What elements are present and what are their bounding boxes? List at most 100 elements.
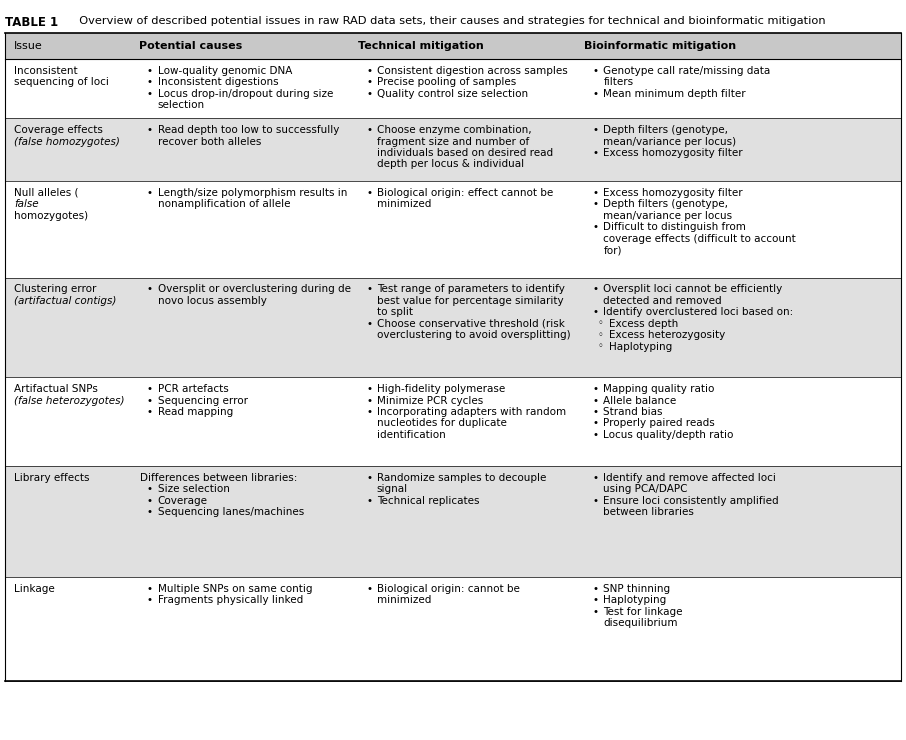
- Text: minimized: minimized: [377, 595, 431, 605]
- Text: ◦: ◦: [598, 318, 603, 329]
- Text: •: •: [593, 407, 599, 417]
- Text: Read depth too low to successfully: Read depth too low to successfully: [158, 125, 339, 135]
- Text: individuals based on desired read: individuals based on desired read: [377, 148, 553, 158]
- Text: •: •: [366, 77, 372, 87]
- Text: Consistent digestion across samples: Consistent digestion across samples: [377, 66, 568, 76]
- Bar: [5, 118, 901, 181]
- Text: Sequencing error: Sequencing error: [158, 395, 247, 406]
- Text: Test range of parameters to identify: Test range of parameters to identify: [377, 284, 564, 295]
- Text: Genotype call rate/missing data: Genotype call rate/missing data: [603, 66, 771, 76]
- Text: best value for percentage similarity: best value for percentage similarity: [377, 295, 564, 306]
- Text: •: •: [147, 584, 153, 594]
- Text: •: •: [593, 125, 599, 135]
- Text: Null alleles (: Null alleles (: [14, 188, 79, 198]
- Text: •: •: [147, 496, 153, 506]
- Text: Technical mitigation: Technical mitigation: [358, 41, 484, 51]
- Text: Clustering error: Clustering error: [14, 284, 97, 295]
- Text: Inconsistent digestions: Inconsistent digestions: [158, 77, 278, 87]
- Text: Identify overclustered loci based on:: Identify overclustered loci based on:: [603, 307, 794, 317]
- Text: •: •: [147, 508, 153, 517]
- Text: SNP thinning: SNP thinning: [603, 584, 670, 594]
- Text: •: •: [147, 407, 153, 417]
- Text: •: •: [147, 284, 153, 295]
- Text: Strand bias: Strand bias: [603, 407, 663, 417]
- Text: Difficult to distinguish from: Difficult to distinguish from: [603, 222, 747, 232]
- Text: •: •: [593, 595, 599, 605]
- Text: Sequencing lanes/machines: Sequencing lanes/machines: [158, 508, 304, 517]
- Text: •: •: [147, 484, 153, 494]
- Text: signal: signal: [377, 484, 408, 494]
- Text: •: •: [593, 188, 599, 198]
- Text: •: •: [147, 89, 153, 99]
- Bar: [5, 577, 901, 681]
- Text: Differences between libraries:: Differences between libraries:: [140, 473, 297, 483]
- Text: Biological origin: effect cannot be: Biological origin: effect cannot be: [377, 188, 554, 198]
- Text: Excess heterozygosity: Excess heterozygosity: [609, 330, 725, 340]
- Text: nucleotides for duplicate: nucleotides for duplicate: [377, 419, 506, 428]
- Text: •: •: [366, 395, 372, 406]
- Text: using PCA/DAPC: using PCA/DAPC: [603, 484, 688, 494]
- Text: •: •: [593, 199, 599, 209]
- Text: Depth filters (genotype,: Depth filters (genotype,: [603, 199, 728, 209]
- Text: Test for linkage: Test for linkage: [603, 607, 683, 617]
- Text: Mean minimum depth filter: Mean minimum depth filter: [603, 89, 746, 99]
- Text: Excess homozygosity filter: Excess homozygosity filter: [603, 188, 743, 198]
- Text: Bioinformatic mitigation: Bioinformatic mitigation: [584, 41, 737, 51]
- Text: Oversplit or overclustering during de: Oversplit or overclustering during de: [158, 284, 351, 295]
- Text: Technical replicates: Technical replicates: [377, 496, 479, 506]
- Text: Properly paired reads: Properly paired reads: [603, 419, 715, 428]
- Text: homozygotes): homozygotes): [14, 211, 89, 221]
- Text: mean/variance per locus): mean/variance per locus): [603, 136, 737, 147]
- Text: Depth filters (genotype,: Depth filters (genotype,: [603, 125, 728, 135]
- Text: Multiple SNPs on same contig: Multiple SNPs on same contig: [158, 584, 313, 594]
- Text: Library effects: Library effects: [14, 473, 90, 483]
- Text: Allele balance: Allele balance: [603, 395, 677, 406]
- Text: •: •: [593, 307, 599, 317]
- Text: (artifactual contigs): (artifactual contigs): [14, 295, 117, 306]
- Text: Coverage: Coverage: [158, 496, 207, 506]
- Bar: [5, 33, 901, 59]
- Text: ◦: ◦: [598, 341, 603, 352]
- Text: between libraries: between libraries: [603, 508, 694, 517]
- Text: Minimize PCR cycles: Minimize PCR cycles: [377, 395, 483, 406]
- Text: •: •: [147, 66, 153, 76]
- Text: Biological origin: cannot be: Biological origin: cannot be: [377, 584, 520, 594]
- Bar: [5, 59, 901, 118]
- Text: Incorporating adapters with random: Incorporating adapters with random: [377, 407, 566, 417]
- Text: Ensure loci consistently amplified: Ensure loci consistently amplified: [603, 496, 779, 506]
- Text: Read mapping: Read mapping: [158, 407, 233, 417]
- Text: Fragments physically linked: Fragments physically linked: [158, 595, 303, 605]
- Text: Mapping quality ratio: Mapping quality ratio: [603, 384, 715, 394]
- Text: Choose conservative threshold (risk: Choose conservative threshold (risk: [377, 318, 564, 329]
- Text: •: •: [147, 384, 153, 394]
- Bar: [5, 377, 901, 466]
- Text: depth per locus & individual: depth per locus & individual: [377, 159, 524, 169]
- Text: Excess depth: Excess depth: [609, 318, 678, 329]
- Text: Precise pooling of samples: Precise pooling of samples: [377, 77, 516, 87]
- Text: filters: filters: [603, 77, 633, 87]
- Text: •: •: [366, 125, 372, 135]
- Text: •: •: [593, 395, 599, 406]
- Text: Issue: Issue: [14, 41, 43, 51]
- Bar: [5, 278, 901, 377]
- Text: •: •: [593, 473, 599, 483]
- Text: •: •: [147, 77, 153, 87]
- Text: Length/size polymorphism results in: Length/size polymorphism results in: [158, 188, 347, 198]
- Text: Haplotyping: Haplotyping: [609, 341, 672, 352]
- Text: sequencing of loci: sequencing of loci: [14, 77, 110, 87]
- Text: TABLE 1: TABLE 1: [5, 16, 58, 30]
- Bar: [5, 466, 901, 577]
- Text: Size selection: Size selection: [158, 484, 229, 494]
- Text: Oversplit loci cannot be efficiently: Oversplit loci cannot be efficiently: [603, 284, 783, 295]
- Text: Overview of described potential issues in raw RAD data sets, their causes and st: Overview of described potential issues i…: [72, 16, 826, 27]
- Text: •: •: [593, 89, 599, 99]
- Text: Excess homozygosity filter: Excess homozygosity filter: [603, 148, 743, 158]
- Text: •: •: [366, 89, 372, 99]
- Text: nonamplification of allele: nonamplification of allele: [158, 199, 290, 209]
- Text: Linkage: Linkage: [14, 584, 55, 594]
- Text: minimized: minimized: [377, 199, 431, 209]
- Text: •: •: [593, 496, 599, 506]
- Bar: [5, 181, 901, 278]
- Text: •: •: [147, 595, 153, 605]
- Text: disequilibrium: disequilibrium: [603, 619, 678, 628]
